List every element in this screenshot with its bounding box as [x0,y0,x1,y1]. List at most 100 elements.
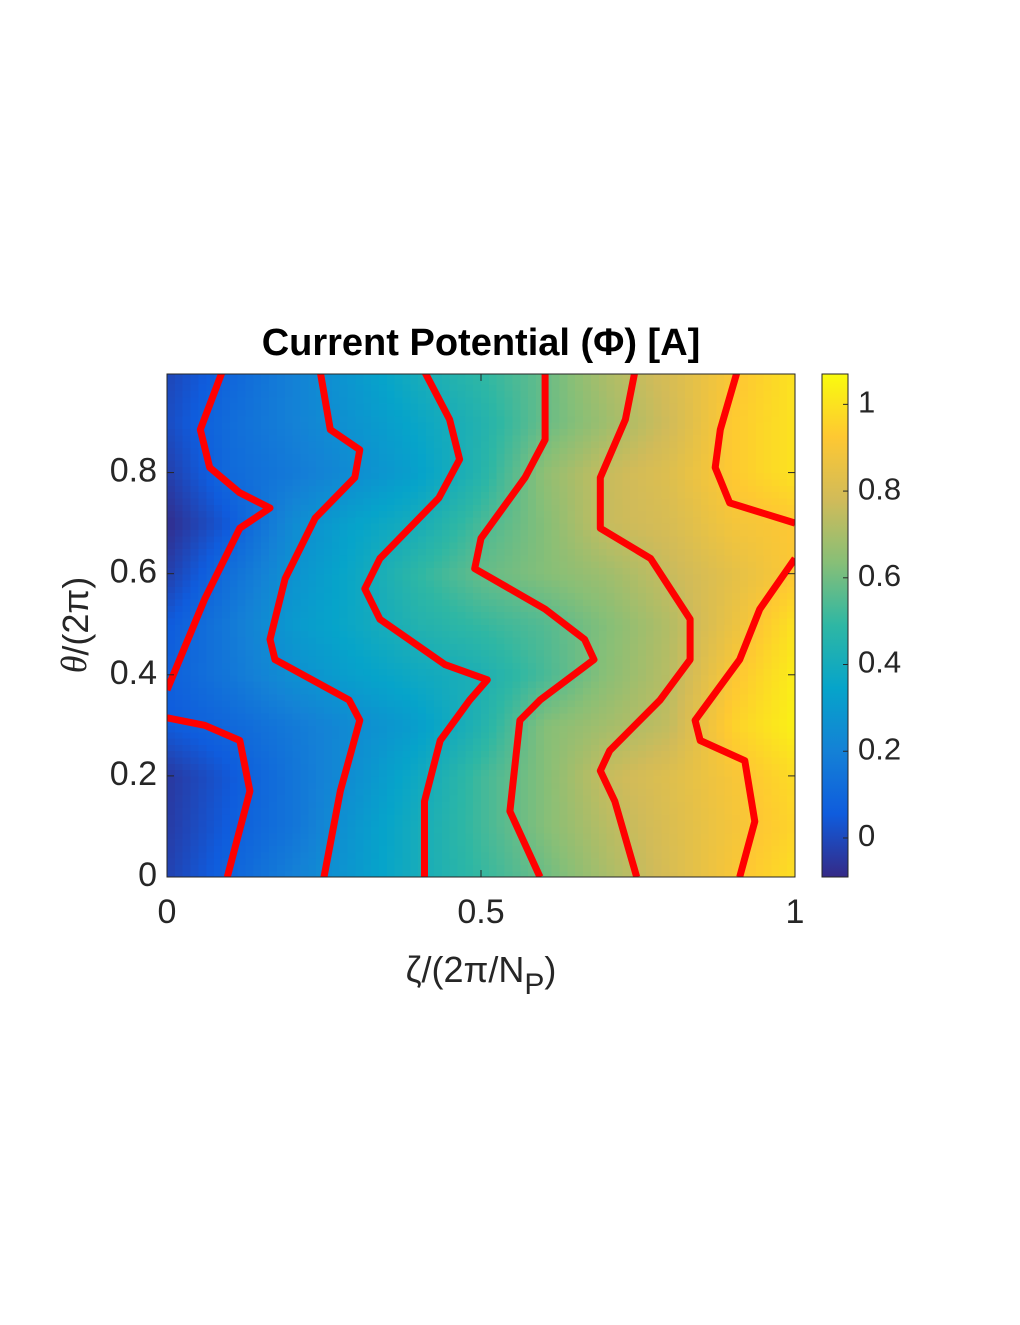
field-cell [410,617,419,625]
field-cell [308,763,317,771]
field-cell [324,617,333,625]
field-cell [371,497,380,505]
field-cell [292,750,302,758]
field-cell [473,617,482,625]
field-cell [630,763,639,771]
field-cell [763,561,773,568]
field-cell [787,573,795,581]
field-cell [590,719,600,726]
field-cell [567,491,576,499]
field-cell [732,554,741,562]
field-cell [708,775,718,783]
field-cell [653,586,663,594]
field-cell [669,700,678,707]
field-cell [237,548,247,556]
field-cell [661,731,670,739]
field-cell [535,712,545,720]
field-cell [269,864,278,872]
field-cell [182,516,192,524]
field-cell [520,763,529,771]
field-cell [559,826,568,834]
field-cell [716,605,725,613]
field-cell [661,851,670,859]
field-cell [732,535,741,543]
field-cell [316,567,325,575]
field-cell [276,744,286,752]
field-cell [630,592,639,600]
field-cell [755,820,765,828]
field-cell [449,731,459,739]
field-cell [426,851,435,859]
field-cell [190,756,199,764]
field-cell [253,744,262,752]
field-cell [528,813,537,821]
field-cell [229,820,239,828]
field-cell [512,870,521,877]
field-cell [386,693,396,701]
field-cell [363,529,372,537]
field-cell [347,870,356,877]
field-cell [716,813,725,821]
field-cell [292,858,302,865]
field-cell [394,851,404,859]
field-cell [598,712,608,720]
field-cell [747,706,757,714]
field-cell [245,763,254,771]
field-cell [606,870,616,877]
field-cell [496,598,506,606]
field-cell [426,510,435,518]
field-cell [575,712,584,720]
field-cell [418,687,427,695]
field-cell [661,478,670,486]
field-cell [575,820,584,828]
field-cell [253,586,262,594]
field-cell [771,542,780,550]
field-cell [347,605,356,613]
field-cell [692,775,702,783]
field-cell [316,548,325,556]
field-cell [457,744,466,752]
field-cell [559,630,568,638]
field-cell [771,681,780,689]
field-cell [347,782,356,790]
field-cell [167,542,176,550]
field-cell [174,801,184,809]
field-cell [575,592,584,600]
field-cell [716,864,725,872]
field-cell [622,712,631,720]
field-cell [394,788,404,796]
field-cell [590,662,600,670]
field-cell [237,719,247,726]
field-cell [221,485,231,493]
field-cell [512,839,521,847]
field-cell [253,769,262,777]
field-cell [292,624,302,632]
field-cell [708,605,718,613]
field-cell [692,573,702,581]
field-cell [316,516,325,524]
field-cell [645,725,655,733]
field-cell [575,497,584,505]
field-cell [331,845,341,853]
field-cell [551,801,561,809]
field-cell [245,649,254,657]
field-cell [692,769,702,777]
field-cell [661,668,670,676]
field-cell [167,845,176,853]
field-cell [692,801,702,809]
field-cell [622,693,631,701]
field-cell [355,649,364,657]
field-cell [504,592,513,600]
field-cell [700,775,710,783]
field-cell [700,681,710,689]
field-cell [386,706,396,714]
field-cell [630,693,639,701]
field-cell [426,744,435,752]
field-cell [575,624,584,632]
field-cell [433,681,443,689]
field-cell [206,719,215,726]
field-cell [732,617,741,625]
field-cell [300,845,309,853]
field-cell [708,845,718,853]
field-cell [724,554,733,562]
